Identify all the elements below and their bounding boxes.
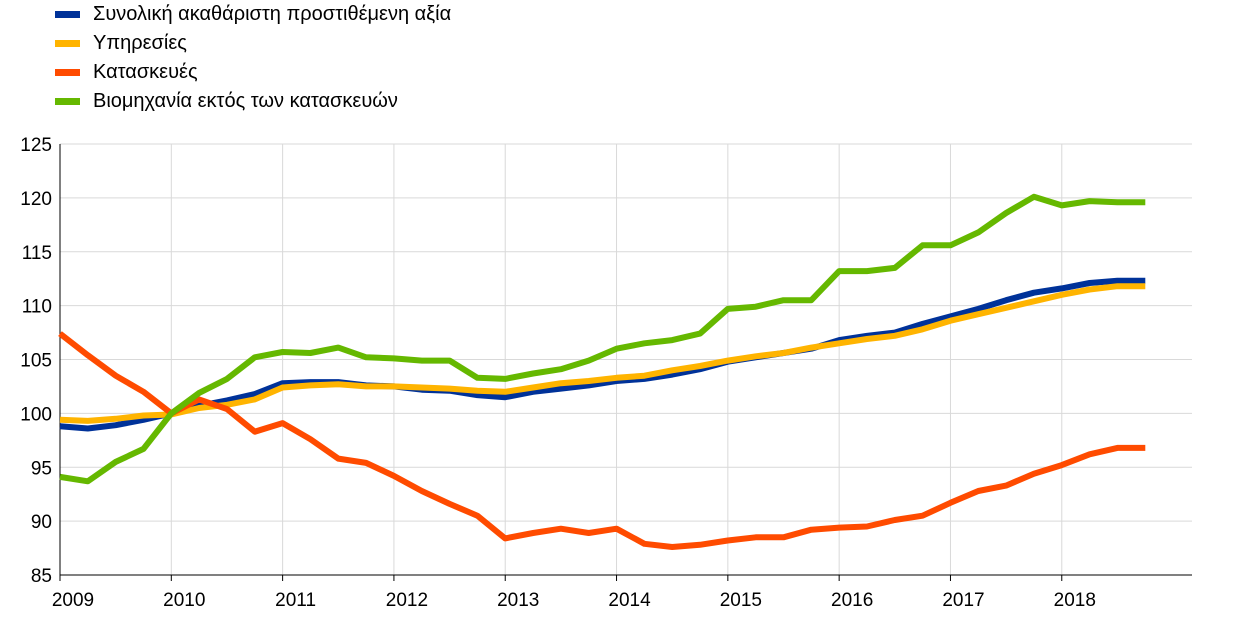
legend-swatch [55,68,80,76]
x-tick-label: 2014 [608,590,651,611]
legend-item: Βιομηχανία εκτός των κατασκευών [55,87,398,115]
legend-swatch [55,10,80,18]
legend-item: Κατασκευές [55,58,198,86]
x-tick-label: 2016 [831,590,873,611]
legend-label: Συνολική ακαθάριστη προστιθέμενη αξία [93,2,452,25]
series-line [58,331,1146,550]
x-tick-label: 2018 [1054,590,1096,611]
y-tick-label: 115 [22,243,52,264]
legend-swatch [55,97,80,105]
legend-swatch [55,39,80,47]
legend-label: Κατασκευές [93,60,198,83]
x-tick-label: 2015 [720,590,762,611]
series-line [59,193,1146,485]
y-tick-label: 105 [20,351,52,372]
tick-labels: 85 90 95 100 105 110 115 120 125 2009 2010 2011 2012… [20,135,1096,611]
series-layer [58,193,1146,550]
y-tick-label: 90 [31,512,52,533]
legend-item: Συνολική ακαθάριστη προστιθέμενη αξία [55,0,451,28]
legend-label: Υπηρεσίες [93,31,187,54]
axes [59,144,1192,581]
series-line [59,277,1146,432]
series-line [59,283,1146,424]
y-tick-label: 120 [20,189,52,210]
x-tick-label: 2011 [275,590,316,611]
y-tick-label: 100 [20,404,52,425]
y-tick-label: 125 [20,135,52,156]
legend-item: Υπηρεσίες [55,29,187,57]
x-tick-label: 2013 [497,590,539,611]
y-tick-label: 85 [31,566,52,587]
grid-lines [60,143,1192,575]
legend-label: Βιομηχανία εκτός των κατασκευών [93,89,398,112]
x-tick-label: 2009 [52,590,94,611]
y-tick-label: 110 [22,297,52,318]
x-tick-label: 2012 [386,590,428,611]
x-tick-label: 2010 [163,590,205,611]
y-tick-label: 95 [31,458,52,479]
x-tick-label: 2017 [942,590,984,611]
